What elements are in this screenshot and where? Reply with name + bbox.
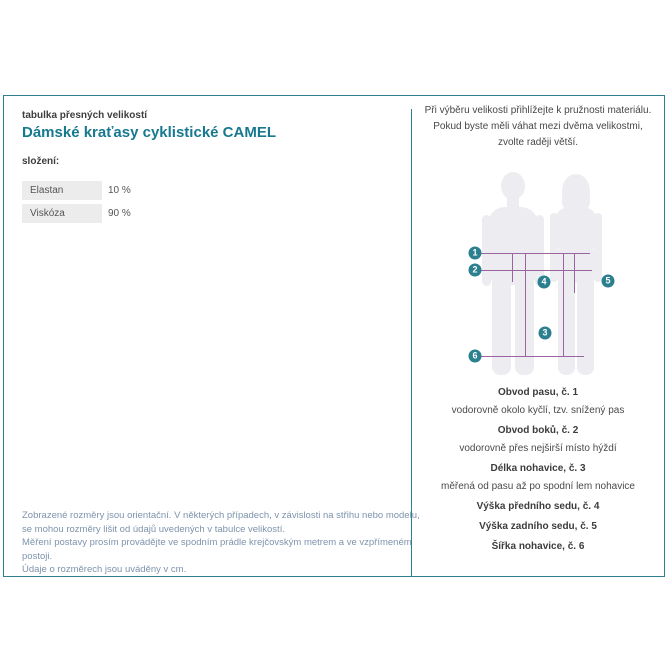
measurement-lines — [479, 253, 592, 357]
measurement-title: Délka nohavice, č. 3 — [490, 463, 586, 474]
diagram-marker-1: 1 — [468, 246, 482, 260]
measurement-item: Výška předního sedu, č. 4 — [412, 498, 664, 516]
measurement-desc: měřená od pasu až po spodní lem nohavice — [440, 481, 635, 492]
measurement-item: Obvod boků, č. 2 vodorovně přes nejširší… — [412, 422, 664, 458]
measurement-title: Obvod boků, č. 2 — [497, 425, 579, 436]
measurement-title: Šířka nohavice, č. 6 — [491, 541, 585, 552]
measurement-item: Šířka nohavice, č. 6 — [412, 538, 664, 556]
composition-row-value: 90 % — [108, 208, 131, 219]
measurement-item: Výška zadního sedu, č. 5 — [412, 518, 664, 536]
measurement-item: Délka nohavice, č. 3 měřená od pasu až p… — [412, 460, 664, 496]
diagram-marker-3: 3 — [538, 326, 552, 340]
silhouette-back-figure — [550, 174, 602, 375]
measurement-title: Výška zadního sedu, č. 5 — [479, 521, 597, 532]
measurement-diagram: 1 2 3 4 5 6 — [455, 165, 655, 380]
product-title: Dámské kraťasy cyklistické CAMEL — [22, 124, 276, 141]
disclaimer-text: Zobrazené rozměry jsou orientační. V něk… — [22, 510, 420, 575]
table-heading: tabulka přesných velikostí — [22, 110, 148, 121]
composition-row-name: Elastan — [22, 181, 102, 200]
measurement-desc: vodorovně okolo kyčlí, tzv. snížený pas — [451, 405, 625, 416]
composition-row-name: Viskóza — [22, 204, 102, 223]
composition-label: složení: — [22, 156, 60, 167]
diagram-marker-2: 2 — [468, 263, 482, 277]
measurement-title: Výška předního sedu, č. 4 — [476, 501, 600, 512]
column-divider — [411, 109, 412, 576]
measurement-list: Obvod pasu, č. 1 vodorovně okolo kyčlí, … — [412, 384, 664, 558]
measurement-title: Obvod pasu, č. 1 — [497, 387, 579, 398]
body-silhouettes-graphic — [479, 172, 602, 375]
size-advice-text: Při výběru velikosti přihlížejte k pružn… — [424, 105, 652, 148]
diagram-marker-5: 5 — [601, 274, 615, 288]
measurement-desc: vodorovně přes nejširší místo hýždí — [459, 443, 617, 454]
diagram-marker-4: 4 — [537, 275, 551, 289]
size-chart-panel: tabulka přesných velikostí Dámské kraťas… — [3, 95, 665, 577]
measurement-item: Obvod pasu, č. 1 vodorovně okolo kyčlí, … — [412, 384, 664, 420]
composition-row-value: 10 % — [108, 185, 131, 196]
diagram-marker-6: 6 — [468, 349, 482, 363]
